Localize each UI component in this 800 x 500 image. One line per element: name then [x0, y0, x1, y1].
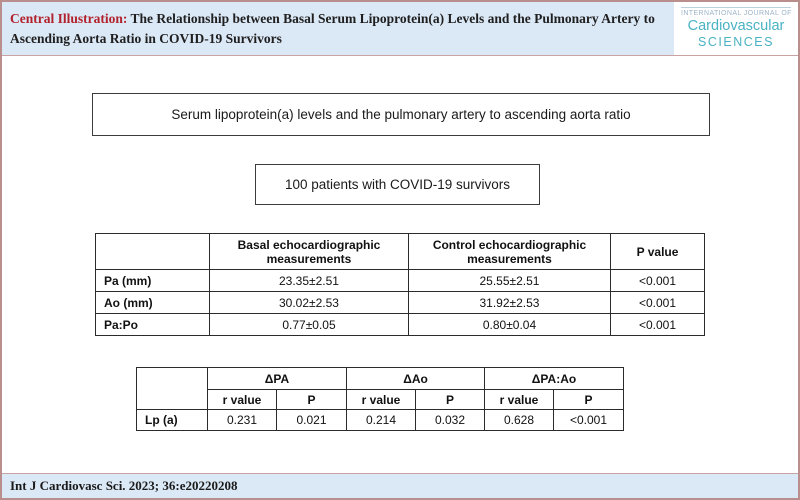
- figure-header: Central Illustration: The Relationship b…: [2, 2, 798, 56]
- lpa-dpa-r: 0.231: [207, 409, 277, 431]
- echo-measurements-table: Basal echocardiographic measurements Con…: [95, 233, 705, 336]
- ao-basal-value: 30.02±2.53: [209, 291, 409, 314]
- table-row: Pa:Po 0.77±0.05 0.80±0.04 <0.001: [95, 313, 705, 336]
- table2-subheader-row: r value P r value P r value P: [137, 389, 624, 410]
- lpa-dpaao-r: 0.628: [484, 409, 554, 431]
- lpa-dpaao-p: <0.001: [553, 409, 624, 431]
- row-label-lpa: Lp (a): [136, 409, 208, 431]
- table2-group-dpaao: ΔPA:Ao: [484, 367, 624, 390]
- citation-bar: Int J Cardiovasc Sci. 2023; 36:e20220208: [2, 473, 798, 498]
- journal-name-sciences: SCIENCES: [698, 34, 774, 49]
- table-row: Pa (mm) 23.35±2.51 25.55±2.51 <0.001: [95, 269, 705, 292]
- table1-header-control: Control echocardiographic measurements: [408, 233, 611, 270]
- lpa-dao-r: 0.214: [346, 409, 416, 431]
- table2-p-header: P: [276, 389, 347, 410]
- row-label-pa: Pa (mm): [95, 269, 210, 292]
- table2-group-dpa: ΔPA: [207, 367, 347, 390]
- papo-control-value: 0.80±0.04: [408, 313, 611, 336]
- journal-logo: INTERNATIONAL JOURNAL OF Cardiovascular …: [674, 2, 798, 55]
- pa-basal-value: 23.35±2.51: [209, 269, 409, 292]
- table2-header-empty: [136, 367, 208, 410]
- row-label-ao: Ao (mm): [95, 291, 210, 314]
- lpa-dpa-p: 0.021: [276, 409, 347, 431]
- table2-rvalue-header: r value: [346, 389, 416, 410]
- central-illustration-label: Central Illustration:: [10, 11, 128, 26]
- summary-box-text: Serum lipoprotein(a) levels and the pulm…: [171, 107, 631, 122]
- lpa-correlation-table: ΔPA ΔAo ΔPA:Ao r value P r value P r val…: [136, 367, 624, 431]
- table1-header-pvalue: P value: [610, 233, 705, 270]
- lpa-dao-p: 0.032: [415, 409, 485, 431]
- papo-p-value: <0.001: [610, 313, 705, 336]
- ao-p-value: <0.001: [610, 291, 705, 314]
- journal-kicker: INTERNATIONAL JOURNAL OF: [681, 7, 791, 17]
- table2-group-dao: ΔAo: [346, 367, 485, 390]
- table1-header-row: Basal echocardiographic measurements Con…: [95, 233, 705, 270]
- cohort-box: 100 patients with COVID-19 survivors: [255, 164, 540, 205]
- summary-box: Serum lipoprotein(a) levels and the pulm…: [92, 93, 710, 136]
- table2-rvalue-header: r value: [207, 389, 277, 410]
- table2-p-header: P: [553, 389, 624, 410]
- figure-title-text: The Relationship between Basal Serum Lip…: [10, 11, 655, 46]
- table2-p-header: P: [415, 389, 485, 410]
- table2-group-header-row: ΔPA ΔAo ΔPA:Ao: [136, 367, 624, 410]
- papo-basal-value: 0.77±0.05: [209, 313, 409, 336]
- pa-control-value: 25.55±2.51: [408, 269, 611, 292]
- citation-text: Int J Cardiovasc Sci. 2023; 36:e20220208: [10, 478, 238, 493]
- row-label-papo: Pa:Po: [95, 313, 210, 336]
- table-row: Lp (a) 0.231 0.021 0.214 0.032 0.628 <0.…: [136, 409, 624, 431]
- ao-control-value: 31.92±2.53: [408, 291, 611, 314]
- cohort-box-text: 100 patients with COVID-19 survivors: [284, 177, 511, 192]
- table-row: Ao (mm) 30.02±2.53 31.92±2.53 <0.001: [95, 291, 705, 314]
- figure-title: Central Illustration: The Relationship b…: [10, 9, 670, 48]
- journal-name: Cardiovascular: [687, 18, 785, 34]
- table2-rvalue-header: r value: [484, 389, 554, 410]
- pa-p-value: <0.001: [610, 269, 705, 292]
- table1-header-basal: Basal echocardiographic measurements: [209, 233, 409, 270]
- table1-header-empty: [95, 233, 210, 270]
